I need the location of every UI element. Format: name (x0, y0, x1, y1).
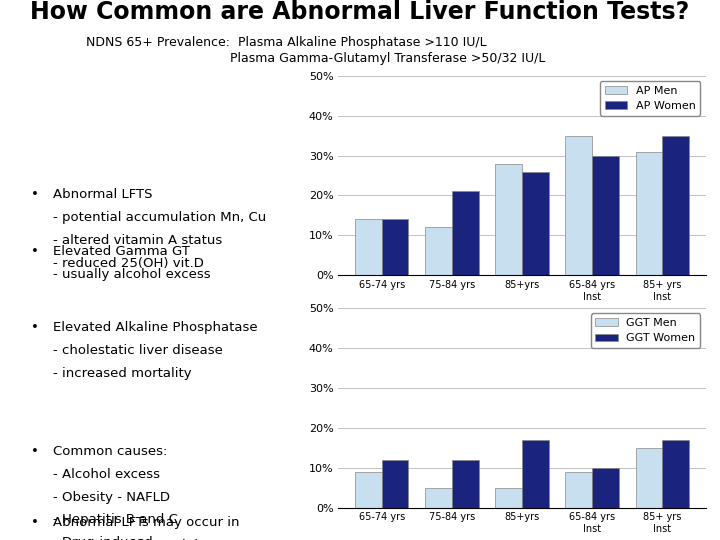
Text: •: • (31, 188, 39, 201)
Bar (592, 156, 618, 275)
Text: - cholestatic liver disease: - cholestatic liver disease (53, 344, 223, 357)
Bar (355, 219, 382, 275)
Bar (592, 468, 618, 508)
Text: - altered vitamin A status: - altered vitamin A status (53, 234, 222, 247)
Text: Elevated Gamma GT: Elevated Gamma GT (53, 245, 190, 258)
Bar (636, 448, 662, 508)
Text: Abnormal LFTs may occur in: Abnormal LFTs may occur in (53, 516, 240, 529)
Text: •: • (31, 445, 39, 458)
Bar (522, 440, 549, 508)
Text: NDNS 65+ Prevalence:  Plasma Alkaline Phosphatase >110 IU/L: NDNS 65+ Prevalence: Plasma Alkaline Pho… (86, 36, 487, 49)
Bar (452, 192, 479, 275)
Bar (662, 440, 689, 508)
Text: Common causes:: Common causes: (53, 445, 168, 458)
Text: - Drug-induced: - Drug-induced (53, 536, 153, 540)
Text: Elevated Alkaline Phosphatase: Elevated Alkaline Phosphatase (53, 321, 258, 334)
Text: - Alcohol excess: - Alcohol excess (53, 468, 161, 481)
Bar (565, 136, 592, 275)
Text: How Common are Abnormal Liver Function Tests?: How Common are Abnormal Liver Function T… (30, 0, 690, 24)
Text: •: • (31, 321, 39, 334)
Text: 10% - 30% of UK adults: 10% - 30% of UK adults (53, 539, 210, 540)
Bar (662, 136, 689, 275)
Text: - reduced 25(OH) vit.D: - reduced 25(OH) vit.D (53, 257, 204, 270)
Text: - potential accumulation Mn, Cu: - potential accumulation Mn, Cu (53, 211, 266, 224)
Text: Plasma Gamma-Glutamyl Transferase >50/32 IU/L: Plasma Gamma-Glutamyl Transferase >50/32… (230, 52, 546, 65)
Legend: GGT Men, GGT Women: GGT Men, GGT Women (591, 313, 700, 348)
Bar (565, 471, 592, 508)
Text: •: • (31, 516, 39, 529)
Bar (382, 460, 408, 508)
Bar (426, 488, 452, 508)
Bar (636, 152, 662, 275)
Text: •: • (31, 245, 39, 258)
Legend: AP Men, AP Women: AP Men, AP Women (600, 81, 700, 116)
Bar (382, 219, 408, 275)
Bar (495, 488, 522, 508)
Bar (355, 471, 382, 508)
Bar (426, 227, 452, 275)
Bar (522, 172, 549, 275)
Bar (452, 460, 479, 508)
Text: - usually alcohol excess: - usually alcohol excess (53, 268, 211, 281)
Text: - increased mortality: - increased mortality (53, 367, 192, 380)
Bar (495, 164, 522, 275)
Text: Abnormal LFTS: Abnormal LFTS (53, 188, 153, 201)
Text: - Hepatitis B and C: - Hepatitis B and C (53, 514, 178, 526)
Text: - Obesity - NAFLD: - Obesity - NAFLD (53, 490, 171, 504)
